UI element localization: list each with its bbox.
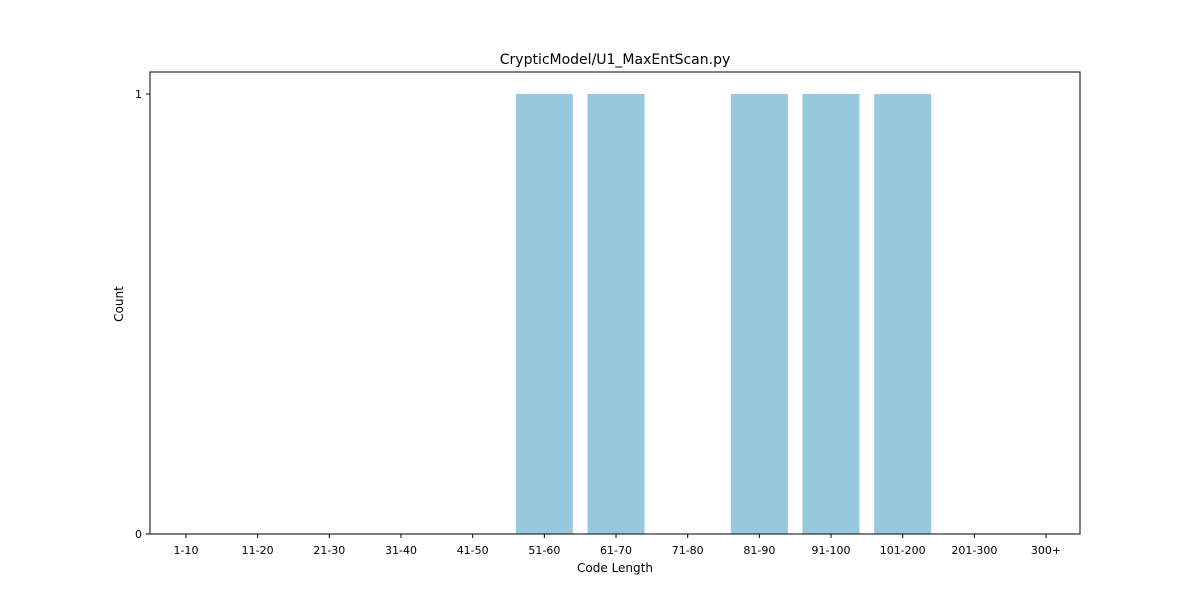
x-tick-label: 201-300 <box>951 544 997 557</box>
x-tick-label: 11-20 <box>242 544 274 557</box>
x-tick-label: 51-60 <box>528 544 560 557</box>
bar-91-100 <box>802 94 860 534</box>
x-tick-label: 81-90 <box>743 544 775 557</box>
bars-group <box>515 94 932 534</box>
y-axis-label: Count <box>112 286 126 322</box>
x-tick-label: 41-50 <box>457 544 489 557</box>
x-axis-label: Code Length <box>577 561 653 575</box>
x-tick-label: 61-70 <box>600 544 632 557</box>
y-axis-ticks: 01 <box>135 88 150 541</box>
bar-61-70 <box>587 94 645 534</box>
chart-title: CrypticModel/U1_MaxEntScan.py <box>500 52 731 68</box>
bar-101-200 <box>874 94 932 534</box>
x-tick-label: 21-30 <box>313 544 345 557</box>
x-tick-label: 71-80 <box>672 544 704 557</box>
bar-51-60 <box>515 94 573 534</box>
y-tick-label: 0 <box>135 528 142 541</box>
x-tick-label: 31-40 <box>385 544 417 557</box>
x-tick-label: 101-200 <box>880 544 926 557</box>
x-axis-ticks: 1-10 11-20 21-30 31-40 41-50 51-60 61-70 71-80 8… <box>174 534 1061 557</box>
bar-81-90 <box>730 94 788 534</box>
x-tick-label: 1-10 <box>174 544 199 557</box>
x-tick-label: 300+ <box>1031 544 1061 557</box>
y-tick-label: 1 <box>135 88 142 101</box>
x-tick-label: 91-100 <box>812 544 851 557</box>
plot-frame <box>149 71 1081 535</box>
